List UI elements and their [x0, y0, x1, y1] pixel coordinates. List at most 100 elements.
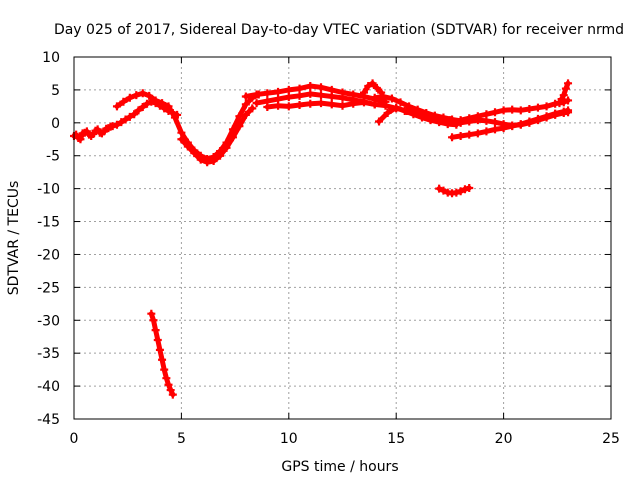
y-tick-label: 5 [51, 83, 60, 99]
data-point [134, 106, 143, 115]
data-point [426, 116, 435, 125]
data-point [456, 118, 465, 127]
data-point [149, 316, 158, 325]
data-point [525, 104, 534, 113]
series-arc-15 [555, 79, 573, 108]
data-point [117, 118, 126, 127]
series-arc-10 [375, 103, 461, 129]
data-point [145, 91, 154, 100]
data-point [162, 374, 171, 383]
data-point [295, 101, 304, 110]
data-point [375, 117, 384, 126]
data-point [151, 326, 160, 335]
data-point [209, 156, 218, 165]
data-point [405, 102, 414, 111]
data-point [196, 155, 205, 164]
data-point [473, 116, 482, 125]
data-point [473, 129, 482, 138]
data-point [499, 106, 508, 115]
data-point [235, 122, 244, 131]
y-tick-label: -30 [37, 313, 60, 329]
data-point [387, 94, 396, 103]
data-point [130, 110, 139, 119]
data-point [216, 151, 225, 160]
data-point [158, 355, 167, 364]
series-arc-1 [70, 122, 115, 144]
data-point [164, 102, 173, 111]
data-point [559, 91, 568, 100]
y-tick-label: -45 [37, 412, 60, 428]
data-point [317, 91, 326, 100]
data-point [274, 87, 283, 96]
data-point [465, 117, 474, 126]
data-point [499, 120, 508, 129]
data-point [533, 116, 542, 125]
data-point [564, 96, 573, 105]
chart-title: Day 025 of 2017, Sidereal Day-to-day VTE… [54, 22, 624, 38]
axis-ticks [73, 56, 612, 420]
data-point [203, 158, 212, 167]
data-point [516, 120, 525, 129]
data-point [564, 79, 573, 88]
data-point [306, 99, 315, 108]
data-point [228, 133, 237, 142]
data-point [284, 93, 293, 102]
y-tick-label: -10 [37, 182, 60, 198]
data-point [248, 104, 257, 113]
data-point [138, 103, 147, 112]
series-arc-8 [359, 79, 386, 97]
data-point [151, 96, 160, 105]
data-point [327, 92, 336, 101]
data-point [359, 98, 368, 107]
data-point [542, 113, 551, 122]
x-tick-label: 20 [495, 431, 513, 447]
series-arc-7 [263, 98, 379, 112]
data-point [284, 102, 293, 111]
data-point [183, 142, 192, 151]
data-point [241, 110, 250, 119]
y-tick-labels: 10 5 0 -5 -10 -15 -20 -25 -30 -35 -40 -45 [37, 50, 60, 428]
data-point [448, 133, 457, 142]
data-point [164, 380, 173, 389]
data-point [482, 116, 491, 125]
data-point [119, 97, 128, 106]
series-arc-16 [147, 309, 177, 399]
data-point [222, 143, 231, 152]
data-point [168, 390, 177, 399]
data-point [482, 127, 491, 136]
data-point [295, 84, 304, 93]
data-point [132, 91, 141, 100]
data-point [306, 89, 315, 98]
data-point [121, 115, 130, 124]
data-point [413, 105, 422, 114]
data-point [190, 149, 199, 158]
data-point [491, 125, 500, 134]
series-line [376, 105, 459, 128]
data-point [439, 186, 448, 195]
data-point [452, 120, 461, 129]
x-axis-label: GPS time / hours [281, 459, 398, 475]
x-tick-label: 15 [387, 431, 405, 447]
data-point [465, 183, 474, 192]
data-point [158, 99, 167, 108]
data-point [327, 100, 336, 109]
data-point [525, 118, 534, 127]
data-point [138, 89, 147, 98]
data-point [491, 108, 500, 117]
data-point [400, 106, 409, 115]
data-point [338, 101, 347, 110]
data-point [372, 83, 381, 92]
data-point [160, 365, 169, 374]
data-point [561, 84, 570, 93]
y-tick-label: -40 [37, 379, 60, 395]
data-point [551, 110, 560, 119]
x-tick-label: 5 [177, 431, 186, 447]
data-point [460, 185, 469, 194]
data-point [392, 103, 401, 112]
y-tick-label: 10 [42, 50, 60, 66]
series-line [110, 99, 180, 129]
data-point [112, 102, 121, 111]
data-point [108, 122, 117, 131]
data-point [422, 108, 431, 117]
